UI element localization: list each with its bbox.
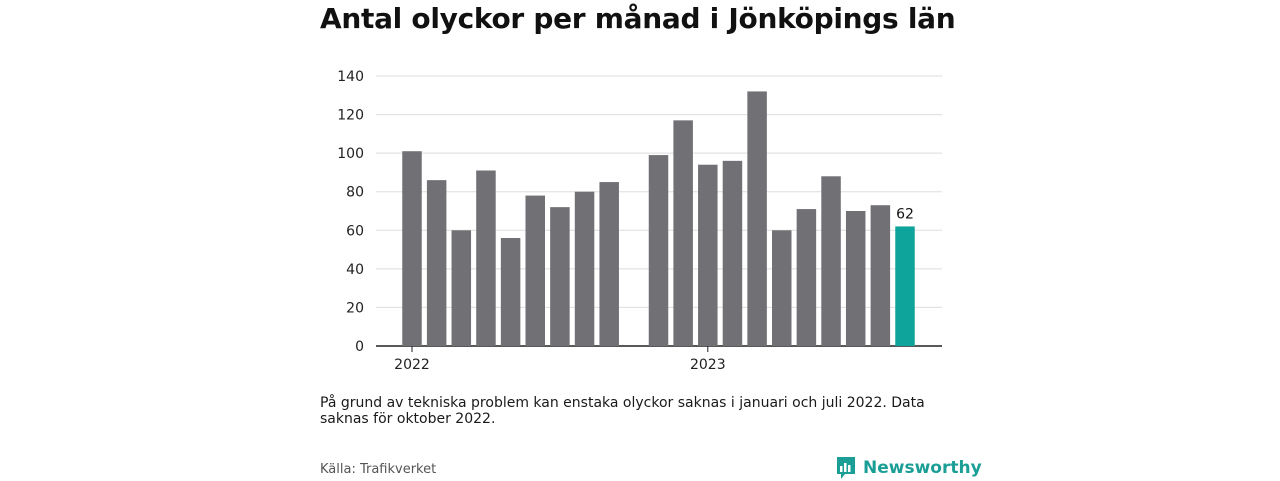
bar	[599, 182, 619, 346]
chart-title: Antal olyckor per månad i Jönköpings län	[320, 2, 956, 35]
bar-chart: 0 20 40 60 80 100 120 140 2022 2023 62	[337, 69, 942, 373]
bar	[722, 160, 743, 346]
bar	[500, 238, 521, 346]
data-label: 62	[896, 206, 914, 222]
y-tick-label: 60	[346, 223, 364, 239]
y-tick-label: 80	[346, 185, 364, 201]
y-tick-label: 120	[337, 108, 364, 124]
labels: 0 20 40 60 80 100 120 140 2022 2023 62	[337, 69, 914, 373]
bar	[895, 226, 915, 346]
bar	[648, 155, 669, 346]
bar	[550, 207, 570, 346]
brand-logo: Newsworthy	[835, 455, 982, 481]
bar	[796, 209, 817, 346]
y-tick-label: 40	[346, 262, 364, 278]
newsworthy-logo-icon	[837, 457, 855, 479]
bar	[451, 230, 472, 346]
chart-note: På grund av tekniska problem kan enstaka…	[320, 395, 925, 427]
bar	[821, 176, 841, 346]
y-tick-label: 140	[337, 69, 364, 85]
bar	[698, 164, 718, 346]
bar	[525, 195, 545, 346]
bar	[402, 151, 422, 346]
bar	[870, 205, 891, 346]
bar	[574, 191, 595, 346]
x-tick-label: 2023	[690, 357, 726, 373]
brand-name: Newsworthy	[863, 458, 982, 478]
y-tick-label: 20	[346, 300, 364, 316]
y-tick-label: 0	[355, 339, 364, 355]
y-tick-label: 100	[337, 146, 364, 162]
bar	[772, 230, 792, 346]
bar	[673, 120, 693, 346]
bar	[747, 91, 767, 346]
bars	[402, 91, 915, 346]
source-text: Källa: Trafikverket	[320, 462, 437, 477]
bar	[426, 180, 447, 346]
bar	[845, 211, 866, 346]
bar	[476, 170, 496, 346]
x-tick-label: 2022	[394, 357, 430, 373]
